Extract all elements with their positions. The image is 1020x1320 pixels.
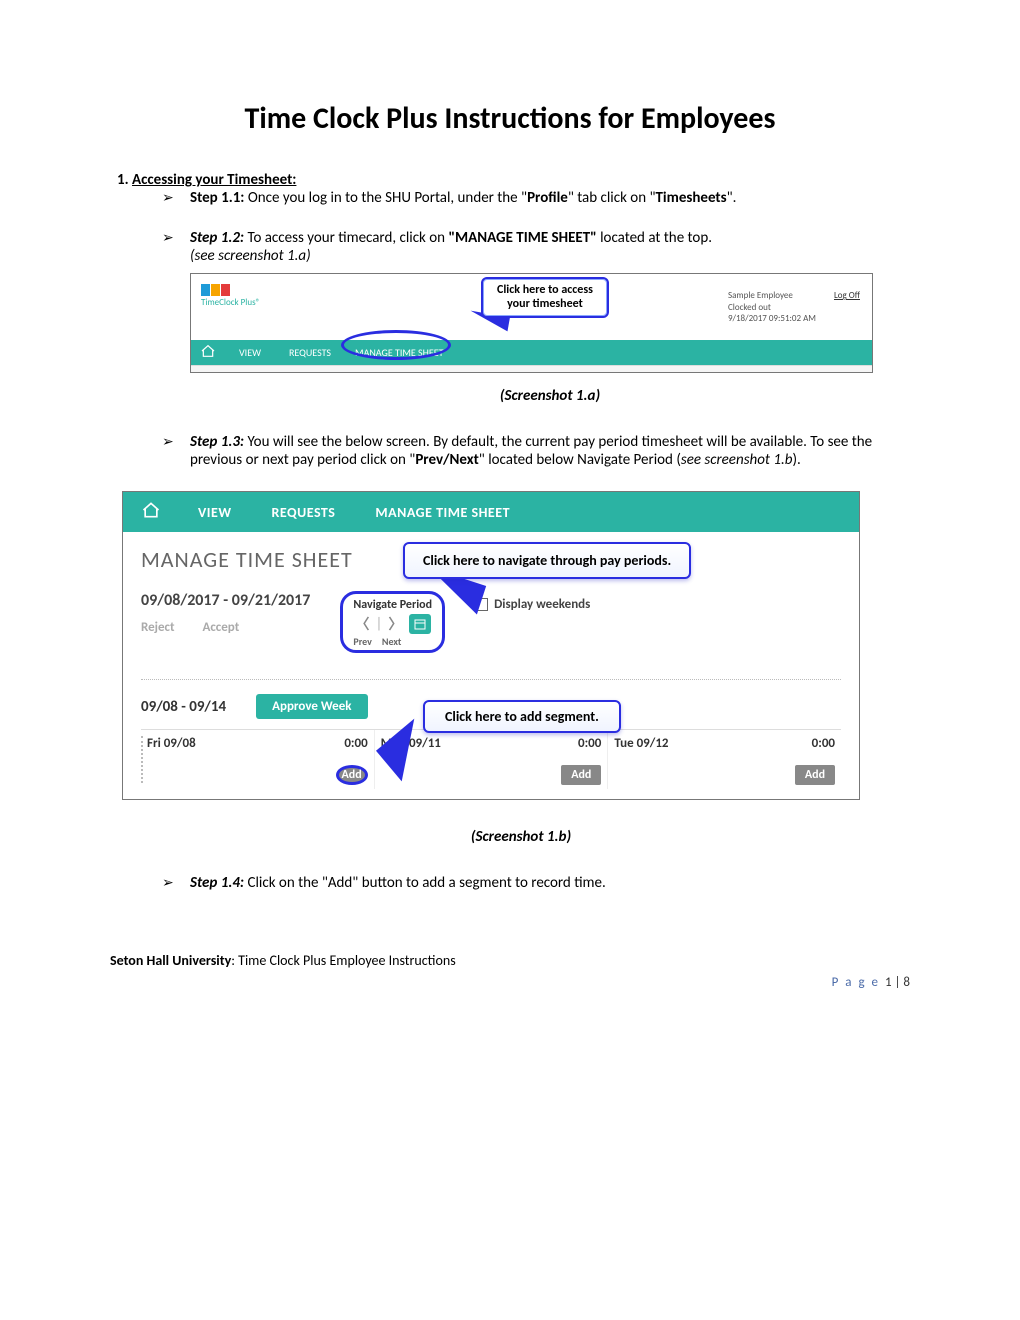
nav-requests[interactable]: REQUESTS [252, 504, 356, 521]
user-status: Clocked out [728, 302, 816, 314]
screenshot-1a: TimeClock Plus® Sample Employee Clocked … [190, 273, 873, 373]
nav-manage-time-sheet[interactable]: MANAGE TIME SHEET [355, 504, 530, 521]
step-text: ). [792, 451, 800, 469]
page-label: P a g e [832, 975, 885, 990]
logo-bar-icon [221, 284, 230, 296]
navigate-period-box: Navigate Period 〈 | 〉 Prev Next [340, 591, 445, 653]
screenshot-1b: VIEW REQUESTS MANAGE TIME SHEET MANAGE T… [122, 491, 860, 800]
step-bold: Timesheets [656, 189, 727, 207]
approve-week-button[interactable]: Approve Week [256, 694, 367, 719]
display-weekends-label: Display weekends [494, 597, 590, 612]
footer: Seton Hall University: Time Clock Plus E… [110, 952, 910, 990]
logo: TimeClock Plus® [201, 284, 260, 308]
navbar: VIEW REQUESTS MANAGE TIME SHEET [191, 340, 872, 365]
logo-text: TimeClock Plus® [201, 297, 260, 308]
callout-add-segment: Click here to add segment. [423, 700, 621, 733]
callout-navigate-periods: Click here to navigate through pay perio… [403, 542, 691, 579]
highlight-oval-icon [341, 330, 451, 360]
footer-strip [191, 365, 872, 373]
nav-view[interactable]: VIEW [225, 346, 275, 359]
step-bold: Prev/Next [415, 451, 478, 469]
user-info: Sample Employee Clocked out 9/18/2017 09… [728, 290, 816, 325]
step-label: Step 1.1: [190, 189, 244, 207]
calendar-icon[interactable] [409, 614, 431, 634]
day-column: Fri 09/08 0:00 Add [141, 730, 375, 789]
day-hours: 0:00 [344, 736, 367, 751]
next-arrow-icon[interactable]: 〉 [387, 614, 405, 634]
step-bold: Profile [527, 189, 568, 207]
logo-bar-icon [211, 284, 220, 296]
page-sep: | [892, 975, 904, 990]
drag-handle-icon[interactable] [141, 736, 145, 783]
days-row: Fri 09/08 0:00 Add Mon 09/11 0:00 Add [141, 729, 841, 789]
logo-bar-icon [201, 284, 210, 296]
step-text: " tab click on " [568, 189, 656, 207]
step-text: " located below Navigate Period ( [479, 451, 681, 469]
step-bold: "MANAGE TIME SHEET" [448, 229, 596, 247]
week-range: 09/08 - 09/14 [141, 698, 226, 716]
user-time: 9/18/2017 09:51:02 AM [728, 313, 816, 325]
pay-period-range: 09/08/2017 - 09/21/2017 [141, 591, 310, 610]
reject-button[interactable]: Reject [141, 620, 174, 635]
accept-button[interactable]: Accept [202, 620, 239, 635]
screenshot-1a-caption: (Screenshot 1.a) [190, 387, 910, 405]
step-text: located at the top. [597, 229, 712, 247]
next-label: Next [382, 635, 402, 648]
step-text: To access your timecard, click on [244, 229, 448, 247]
section-heading: Accessing your Timesheet: [132, 171, 296, 189]
step-italic: see screenshot 1.b [681, 451, 793, 469]
step-text: Once you log in to the SHU Portal, under… [244, 189, 527, 207]
day-hours: 0:00 [812, 736, 835, 751]
logoff-link[interactable]: Log Off [834, 290, 860, 301]
callout-access-timesheet: Click here to accessyour timesheet [481, 277, 609, 318]
prev-arrow-icon[interactable]: 〈 [353, 614, 371, 634]
user-name: Sample Employee [728, 290, 816, 302]
day-label: Tue 09/12 [614, 736, 668, 751]
day-label: Fri 09/08 [147, 736, 196, 751]
step-1-1: Step 1.1: Once you log in to the SHU Por… [162, 189, 910, 207]
step-1-3: Step 1.3: You will see the below screen.… [162, 433, 910, 469]
add-segment-button[interactable]: Add [561, 765, 601, 785]
home-icon[interactable] [191, 344, 225, 361]
navigate-period-label: Navigate Period [353, 598, 432, 612]
day-hours: 0:00 [578, 736, 601, 751]
step-1-2: Step 1.2: To access your timecard, click… [162, 229, 910, 405]
add-segment-button[interactable]: Add [336, 765, 368, 785]
day-column: Tue 09/12 0:00 Add [608, 730, 841, 789]
screenshot-1b-caption: (Screenshot 1.b) [132, 828, 910, 846]
navbar: VIEW REQUESTS MANAGE TIME SHEET [123, 492, 859, 532]
page-total: 8 [903, 975, 910, 990]
step-1-4: Step 1.4: Click on the "Add" button to a… [162, 874, 910, 892]
step-italic: (see screenshot 1.a) [190, 247, 311, 265]
nav-divider: | [375, 615, 382, 633]
page-current: 1 [885, 975, 892, 990]
footer-desc: : Time Clock Plus Employee Instructions [231, 952, 455, 969]
step-label: Step 1.4: [190, 874, 244, 892]
nav-requests[interactable]: REQUESTS [275, 346, 345, 359]
add-segment-button[interactable]: Add [795, 765, 835, 785]
home-icon[interactable] [123, 501, 178, 524]
nav-view[interactable]: VIEW [178, 504, 252, 521]
divider [141, 679, 841, 680]
prev-label: Prev [353, 635, 371, 648]
step-label: Step 1.3: [190, 433, 244, 451]
step-text: Click on the "Add" button to add a segme… [244, 874, 606, 892]
step-text: ". [727, 189, 737, 207]
page-title: Time Clock Plus Instructions for Employe… [110, 100, 910, 137]
footer-org: Seton Hall University [110, 952, 231, 969]
step-label: Step 1.2: [190, 229, 244, 247]
